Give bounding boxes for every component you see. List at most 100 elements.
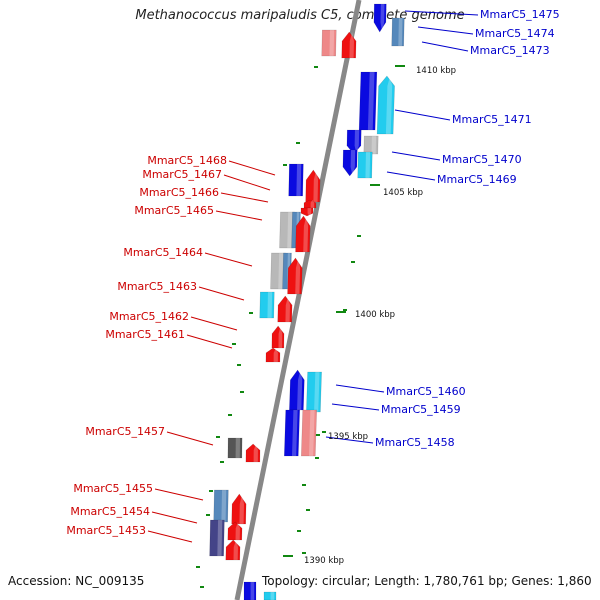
gene-feature[interactable] (289, 369, 305, 411)
gene-highlight (278, 253, 284, 289)
gene-feature[interactable] (373, 3, 387, 33)
gene-label-left[interactable]: MmarC5_1463 (117, 280, 197, 293)
leader-line (198, 286, 245, 301)
gene-highlight (291, 410, 298, 456)
gene-label-right[interactable]: MmarC5_1470 (442, 153, 522, 166)
gene-feature[interactable] (227, 521, 243, 541)
leader-line (154, 488, 204, 501)
gene-feature[interactable] (231, 493, 247, 525)
gene-label-left[interactable]: MmarC5_1461 (105, 328, 185, 341)
gene-label-left[interactable]: MmarC5_1455 (73, 482, 153, 495)
gene-feature[interactable] (287, 257, 303, 295)
gene-highlight (239, 494, 245, 524)
gene-highlight (217, 520, 223, 556)
gene-feature[interactable] (288, 163, 304, 197)
genome-backbone (234, 0, 362, 600)
gene-feature[interactable] (265, 347, 281, 363)
gene-feature[interactable] (209, 519, 225, 557)
gene-highlight (250, 582, 255, 600)
gene-highlight (398, 18, 403, 46)
gene-label-left[interactable]: MmarC5_1462 (109, 310, 189, 323)
gene-feature[interactable] (321, 29, 337, 57)
gene-feature[interactable] (358, 71, 378, 131)
gene-highlight (235, 438, 241, 458)
gene-feature[interactable] (363, 135, 379, 155)
gene-feature[interactable] (284, 409, 300, 457)
gene-highlight (278, 326, 283, 348)
gene-highlight (314, 372, 320, 412)
gene-feature[interactable] (295, 215, 311, 253)
gene-highlight (349, 32, 354, 58)
gene-label-right[interactable]: MmarC5_1475 (480, 8, 560, 21)
gene-label-left[interactable]: MmarC5_1465 (134, 204, 214, 217)
gene-label-right[interactable]: MmarC5_1460 (386, 385, 466, 398)
gene-label-right[interactable]: MmarC5_1459 (381, 403, 461, 416)
minor-ticks (196, 65, 405, 588)
gene-highlight (267, 292, 273, 318)
gene-label-right[interactable]: MmarC5_1471 (452, 113, 532, 126)
gene-feature[interactable] (277, 295, 293, 323)
gene-highlight (354, 130, 360, 154)
leader-line (151, 511, 198, 524)
gene-label-left[interactable]: MmarC5_1466 (139, 186, 219, 199)
leader-line (186, 334, 233, 349)
scale-label: 1390 kbp (304, 556, 344, 566)
gene-feature[interactable] (376, 75, 395, 135)
gene-highlight (235, 522, 240, 540)
leader-line (204, 252, 253, 267)
gene-feature[interactable] (342, 149, 358, 177)
gene-highlight (273, 348, 278, 362)
gene-highlight (221, 490, 227, 522)
gene-feature[interactable] (225, 539, 241, 561)
gene-highlight (287, 212, 293, 248)
gene-label-right[interactable]: MmarC5_1458 (375, 436, 455, 449)
gene-highlight (365, 152, 371, 178)
accession-text: Accession: NC_009135 (8, 574, 145, 588)
gene-label-right[interactable]: MmarC5_1469 (437, 173, 517, 186)
leader-line (228, 160, 276, 176)
scale-label: 1410 kbp (416, 66, 456, 76)
gene-feature[interactable] (245, 443, 261, 463)
leader-line (331, 403, 380, 411)
scale-label: 1395 kbp (328, 432, 368, 442)
gene-feature[interactable] (271, 325, 285, 349)
gene-feature[interactable] (346, 129, 362, 155)
gene-feature[interactable] (227, 437, 243, 459)
gene-label-left[interactable]: MmarC5_1464 (123, 246, 203, 259)
gene-feature[interactable] (306, 371, 322, 413)
leader-line (335, 384, 385, 393)
gene-feature[interactable] (301, 409, 317, 457)
leader-line (404, 10, 479, 16)
scale-label: 1405 kbp (383, 188, 423, 198)
gene-label-right[interactable]: MmarC5_1474 (475, 27, 555, 40)
leader-line (325, 436, 374, 444)
gene-highlight (371, 136, 377, 154)
leader-line (215, 210, 263, 221)
gene-highlight (367, 72, 375, 130)
gene-feature[interactable] (305, 169, 321, 203)
gene-feature[interactable] (303, 199, 317, 209)
gene-feature[interactable] (263, 591, 277, 600)
gene-label-left[interactable]: MmarC5_1468 (147, 154, 227, 167)
leader-line (391, 151, 441, 161)
gene-highlight (310, 200, 315, 208)
gene-highlight (303, 216, 309, 252)
gene-feature[interactable] (341, 31, 357, 59)
gene-feature[interactable] (213, 489, 229, 523)
gene-label-right[interactable]: MmarC5_1473 (470, 44, 550, 57)
gene-highlight (350, 150, 356, 176)
gene-highlight (297, 370, 303, 410)
gene-feature[interactable] (259, 291, 275, 319)
gene-feature[interactable] (357, 151, 373, 179)
gene-label-left[interactable]: MmarC5_1467 (142, 168, 222, 181)
gene-label-left[interactable]: MmarC5_1457 (85, 425, 165, 438)
gene-feature[interactable] (243, 581, 257, 600)
gene-label-left[interactable]: MmarC5_1454 (70, 505, 150, 518)
leader-line (220, 192, 269, 203)
leader-line (386, 171, 436, 181)
leader-line (223, 174, 271, 191)
gene-feature[interactable] (300, 207, 314, 217)
gene-label-left[interactable]: MmarC5_1453 (66, 524, 146, 537)
gene-feature[interactable] (391, 17, 405, 47)
